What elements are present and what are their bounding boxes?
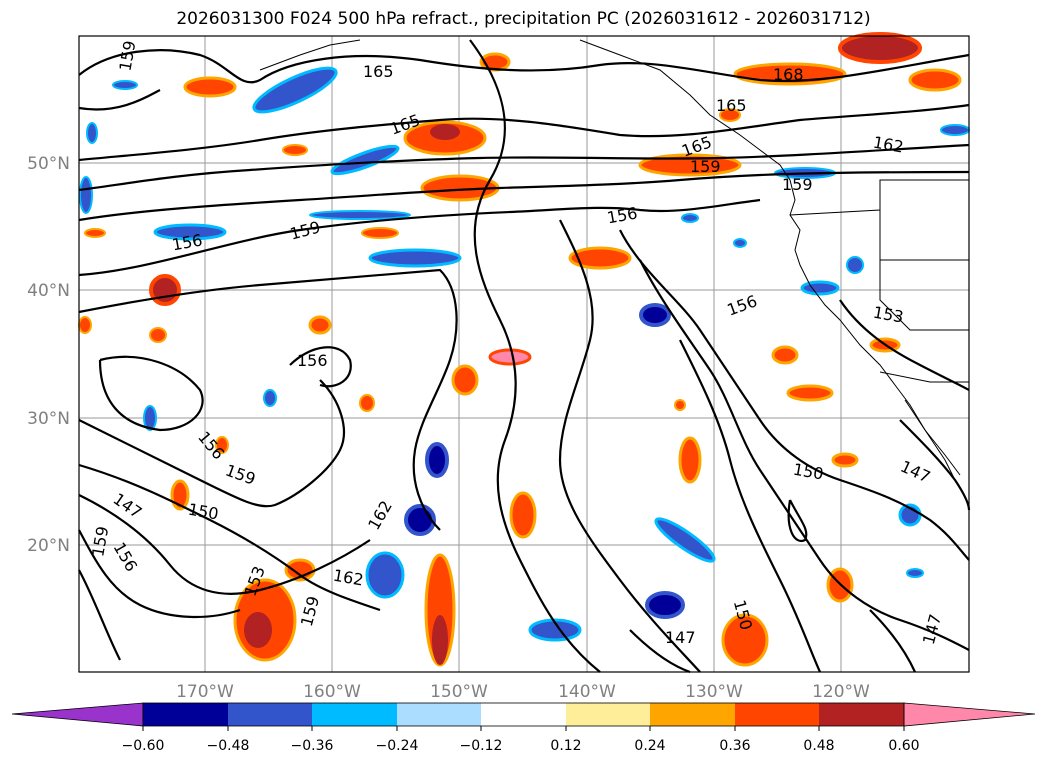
lon-label: 160°W xyxy=(303,682,361,702)
colorbar-swatch xyxy=(481,703,566,726)
colorbar-tick-label: 0.60 xyxy=(888,738,919,754)
colorbar-swatch xyxy=(397,703,481,726)
colorbar-swatch xyxy=(312,703,397,726)
colorbar-tick-label: 0.48 xyxy=(803,738,834,754)
contour-label: 159 xyxy=(782,175,813,194)
colorbar-tick-label: 0.24 xyxy=(634,738,665,754)
colorbar-swatch xyxy=(228,703,312,726)
lon-label: 140°W xyxy=(558,682,616,702)
longitude-labels: 170°W 160°W 150°W 140°W 130°W 120°W xyxy=(176,682,870,702)
lat-label: 20°N xyxy=(27,536,70,556)
colorbar-extend-min xyxy=(11,702,144,727)
colorbar: −0.60 −0.48 −0.36 −0.24 −0.12 0.12 0.24 … xyxy=(11,702,1036,754)
latitude-labels: 50°N 40°N 30°N 20°N xyxy=(27,154,70,556)
coastlines xyxy=(259,39,969,481)
lat-label: 40°N xyxy=(27,281,70,301)
contour-label: 156 xyxy=(297,351,328,370)
colorbar-swatch xyxy=(819,703,904,726)
contour-label: 165 xyxy=(363,62,394,81)
colorbar-swatch xyxy=(566,703,650,726)
colorbar-extend-max xyxy=(903,702,1036,727)
map-frame xyxy=(78,35,970,673)
map-title: 2026031300 F024 500 hPa refract., precip… xyxy=(176,9,871,29)
colorbar-swatch xyxy=(650,703,735,726)
colorbar-tick-label: −0.36 xyxy=(291,738,334,754)
contour-label: 168 xyxy=(773,65,804,84)
colorbar-tick-label: 0.36 xyxy=(719,738,750,754)
lon-label: 130°W xyxy=(685,682,743,702)
colorbar-tick-label: −0.48 xyxy=(207,738,250,754)
colorbar-swatch xyxy=(735,703,819,726)
colorbar-tick-label: −0.12 xyxy=(460,738,503,754)
colorbar-tick-label: −0.60 xyxy=(122,738,165,754)
lon-label: 150°W xyxy=(430,682,488,702)
contour-label: 159 xyxy=(690,157,721,176)
lat-label: 50°N xyxy=(27,154,70,174)
lon-label: 120°W xyxy=(812,682,870,702)
colorbar-tick-label: 0.12 xyxy=(550,738,581,754)
contour-label: 147 xyxy=(665,628,696,647)
precip-shading xyxy=(78,32,970,667)
contour-label: 165 xyxy=(716,96,747,115)
lon-label: 170°W xyxy=(176,682,234,702)
colorbar-outline xyxy=(142,702,905,727)
colorbar-tick-label: −0.24 xyxy=(376,738,419,754)
height-contours xyxy=(78,39,971,674)
colorbar-swatch xyxy=(143,703,228,726)
lat-label: 30°N xyxy=(27,409,70,429)
